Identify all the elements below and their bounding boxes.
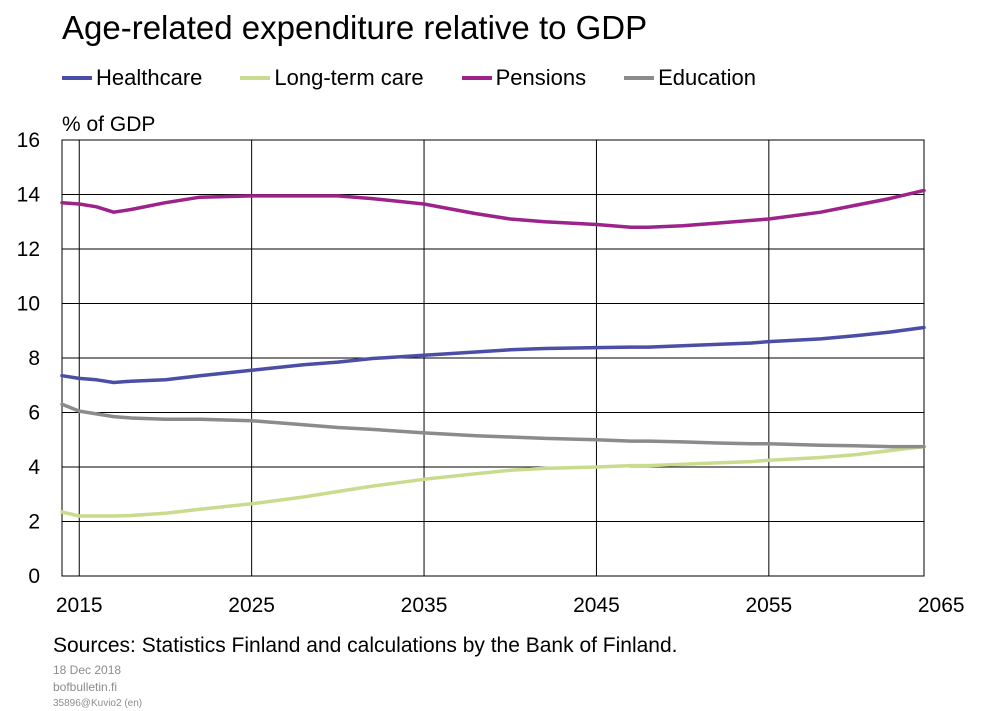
x-tick-label: 2015 xyxy=(56,594,103,617)
legend-item-healthcare: Healthcare xyxy=(62,65,202,91)
y-tick-label: 14 xyxy=(17,184,41,207)
y-tick-label: 10 xyxy=(17,293,40,316)
legend-swatch-long-term-care xyxy=(240,76,271,80)
x-tick-label: 2035 xyxy=(401,594,448,617)
y-tick-label: 8 xyxy=(28,347,40,370)
y-axis-label: % of GDP xyxy=(62,113,155,136)
legend-item-education: Education xyxy=(624,65,756,91)
plot-area-border xyxy=(61,139,925,577)
sources-note: Sources: Statistics Finland and calculat… xyxy=(53,634,678,657)
y-tick-label: 16 xyxy=(17,129,40,152)
series-line-pensions xyxy=(60,188,926,229)
legend-label-long-term-care: Long-term care xyxy=(274,65,424,90)
series-line-education xyxy=(60,402,926,449)
x-tick-label: 2065 xyxy=(918,594,965,617)
y-tick-label: 4 xyxy=(28,456,40,479)
y-tick-label: 6 xyxy=(28,402,40,425)
legend-item-pensions: Pensions xyxy=(461,65,587,91)
legend-swatch-education xyxy=(624,76,655,80)
legend-label-education: Education xyxy=(658,65,756,90)
y-tick-label: 0 xyxy=(28,565,40,588)
legend-swatch-pensions xyxy=(461,76,492,80)
series-line-healthcare xyxy=(60,325,926,385)
footer-code: 35896@Kuvio2 (en) xyxy=(53,698,143,709)
x-tick-label: 2025 xyxy=(228,594,275,617)
legend: Healthcare Long-term care Pensions Educa… xyxy=(62,64,794,92)
y-tick-label: 12 xyxy=(17,238,40,261)
series-line-long-term-care xyxy=(60,444,926,518)
legend-item-long-term-care: Long-term care xyxy=(240,65,424,91)
legend-label-healthcare: Healthcare xyxy=(96,65,203,90)
footer-date: 18 Dec 2018 xyxy=(53,663,122,677)
legend-swatch-healthcare xyxy=(62,76,92,80)
x-tick-label: 2055 xyxy=(745,594,792,617)
x-tick-label: 2045 xyxy=(573,594,620,617)
y-tick-label: 2 xyxy=(28,511,40,534)
legend-label-pensions: Pensions xyxy=(495,65,587,90)
chart-title: Age-related expenditure relative to GDP xyxy=(62,9,648,46)
footer-site: bofbulletin.fi xyxy=(53,680,118,694)
